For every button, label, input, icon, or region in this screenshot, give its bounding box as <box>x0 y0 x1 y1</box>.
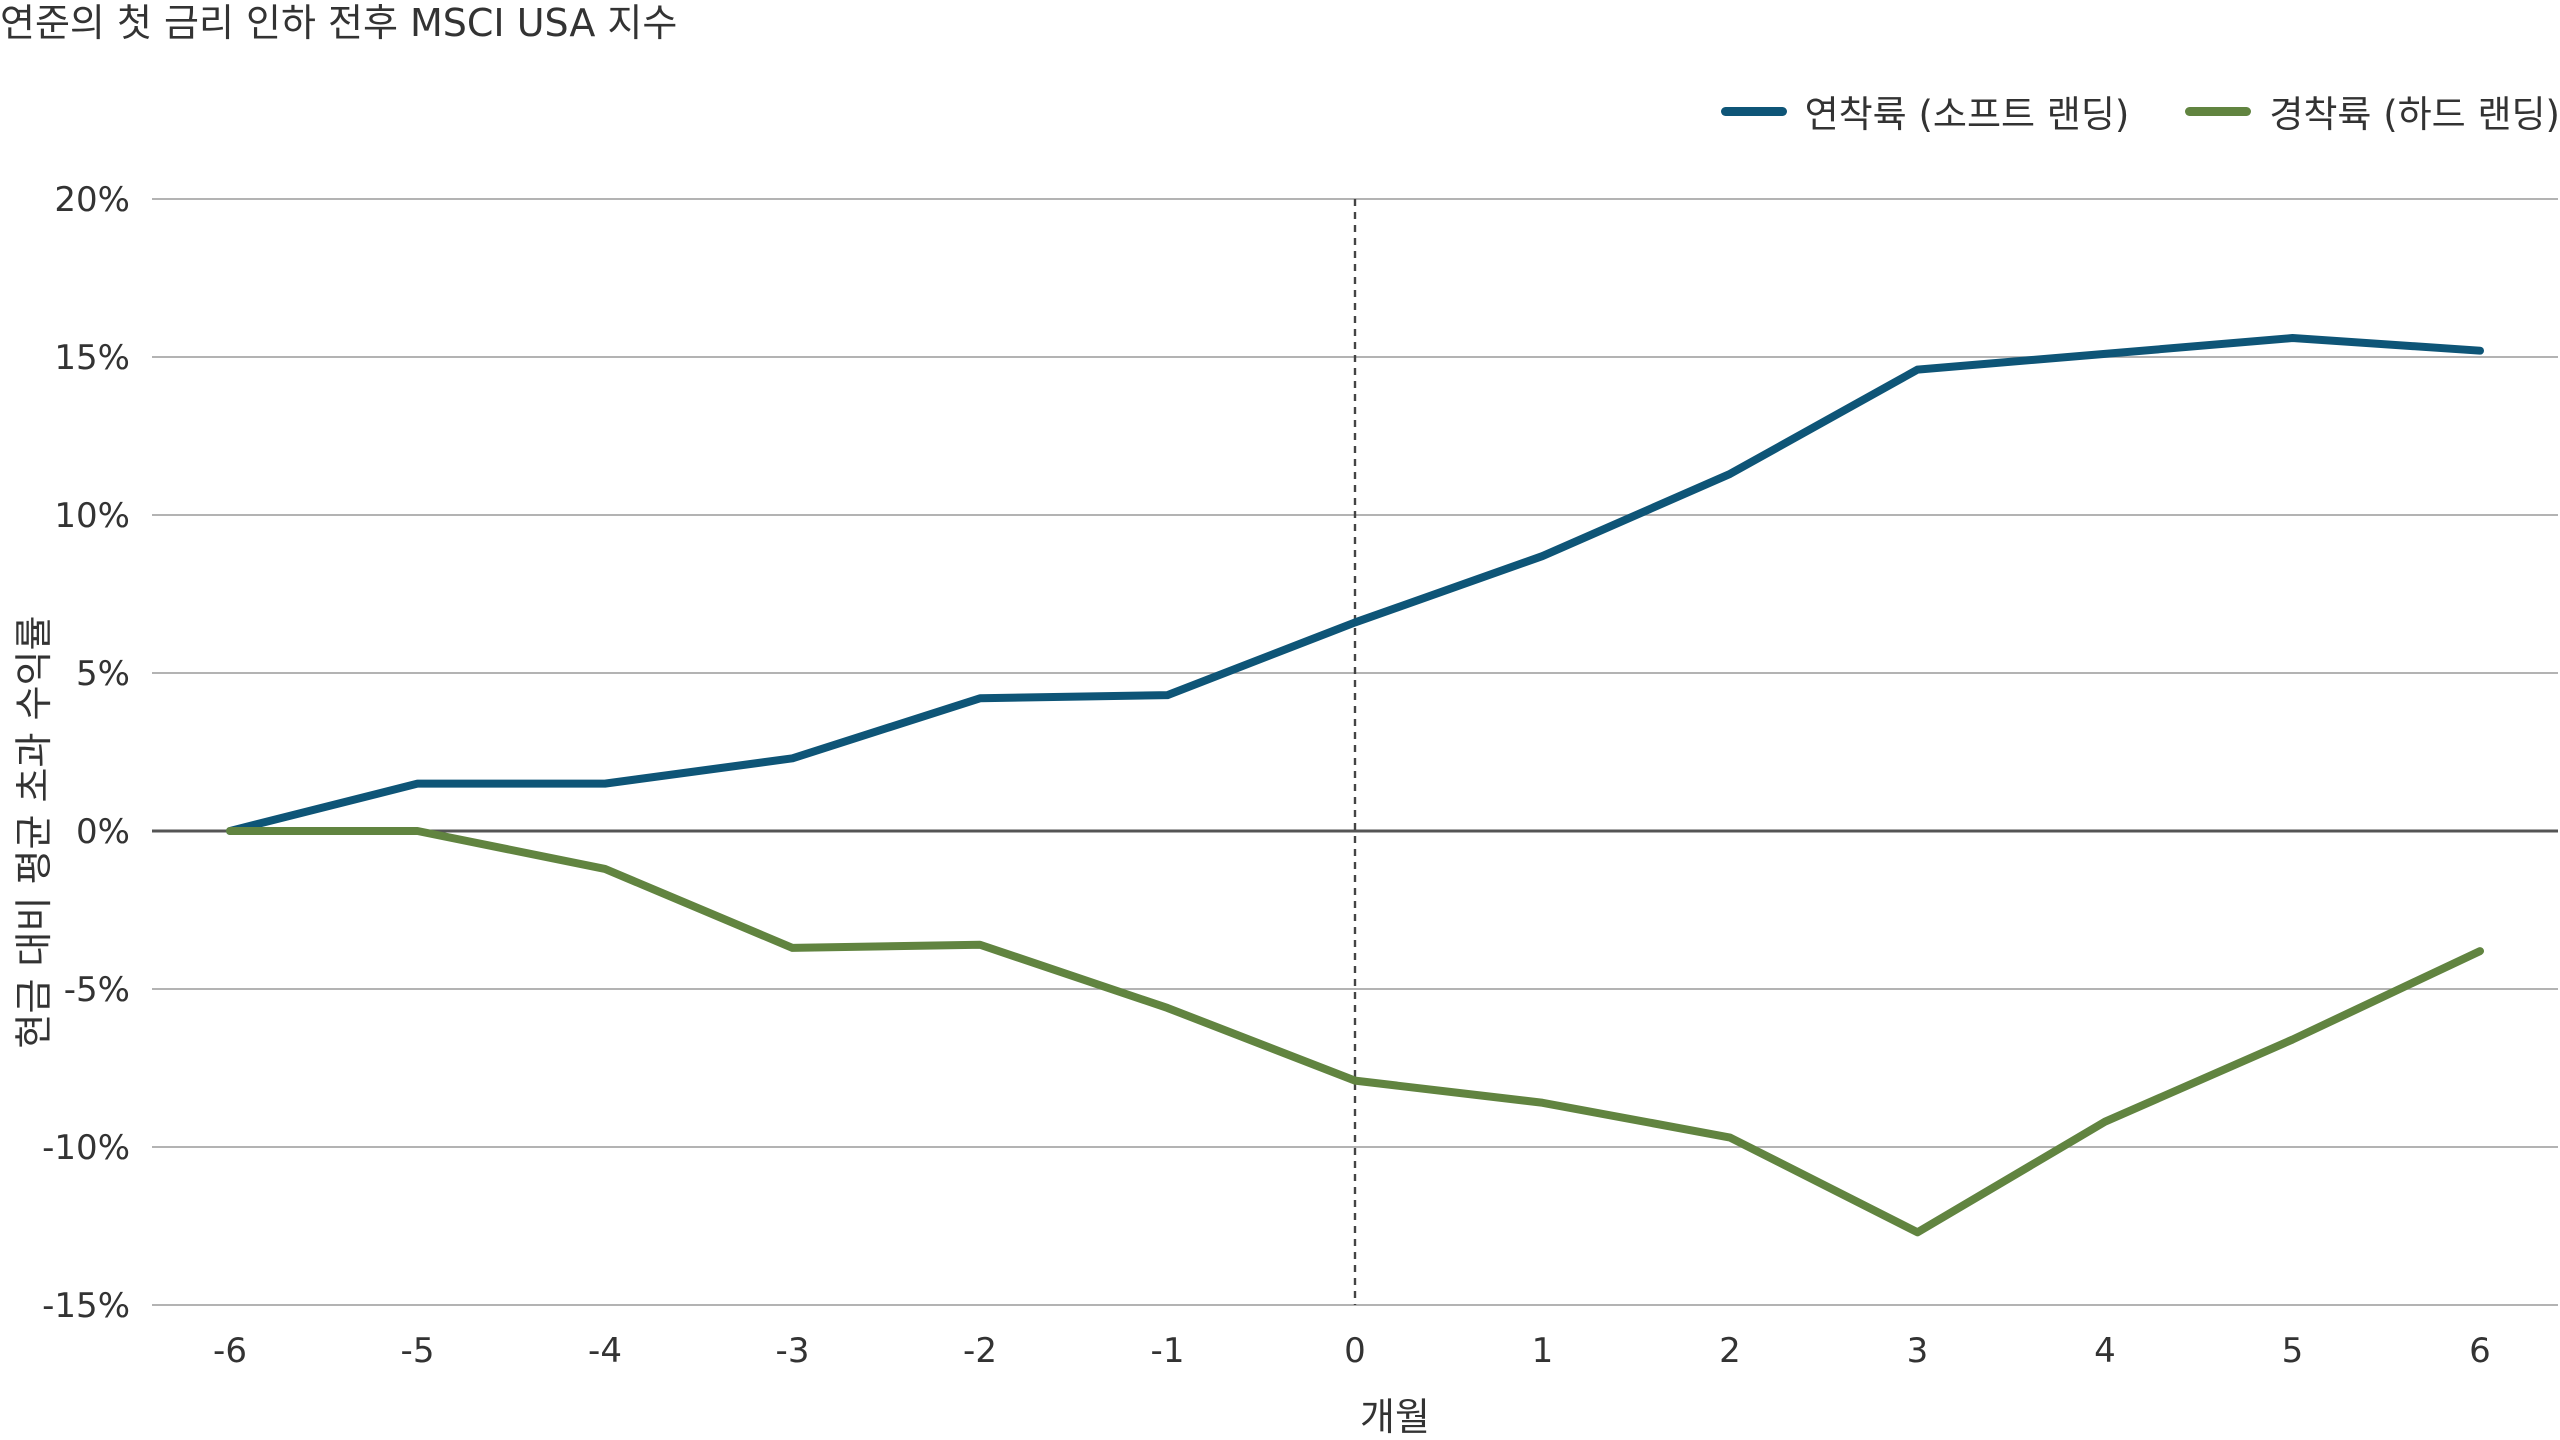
chart-title: 연준의 첫 금리 인하 전후 MSCI USA 지수 <box>0 1 678 45</box>
legend-swatch-soft-landing <box>1720 106 1787 116</box>
x-axis-title: 개월 <box>1360 1395 1430 1439</box>
series-line-soft-landing <box>226 334 2484 835</box>
x-tick-label: 2 <box>1719 1331 1741 1371</box>
y-tick-label: 10% <box>54 496 130 536</box>
x-tick-label: 1 <box>1532 1331 1554 1371</box>
x-axis-ticks: -6 -5 -4 -3 -2 -1 0 1 2 3 4 5 6 <box>213 1331 2491 1371</box>
series-line-hard-landing <box>226 827 2484 1237</box>
x-tick-label: 5 <box>2282 1331 2304 1371</box>
legend-swatch-hard-landing <box>2185 106 2252 116</box>
series-lines <box>226 334 2484 1237</box>
x-tick-label: -1 <box>1151 1331 1185 1371</box>
x-tick-label: -5 <box>401 1331 435 1371</box>
x-tick-label: -3 <box>776 1331 810 1371</box>
y-axis-title: 현금 대비 평균 초과 수익률 <box>12 616 56 1049</box>
y-tick-label: 15% <box>54 338 130 378</box>
x-tick-label: -2 <box>963 1331 997 1371</box>
x-tick-label: 3 <box>1907 1331 1929 1371</box>
x-tick-label: 0 <box>1344 1331 1366 1371</box>
x-tick-label: -6 <box>213 1331 247 1371</box>
y-tick-label: 0% <box>76 812 130 852</box>
y-tick-label: 5% <box>76 654 130 694</box>
x-tick-label: 4 <box>2094 1331 2116 1371</box>
legend-label-hard-landing: 경착륙 (하드 랜딩) <box>2269 93 2560 136</box>
legend-item-soft-landing: 연착륙 (소프트 랜딩) <box>1720 84 2130 138</box>
y-tick-label: -10% <box>42 1128 130 1168</box>
y-tick-label: -15% <box>42 1286 130 1326</box>
y-tick-label: -5% <box>64 970 130 1010</box>
x-tick-label: 6 <box>2469 1331 2491 1371</box>
y-tick-label: 20% <box>54 180 130 220</box>
legend-item-hard-landing: 경착륙 (하드 랜딩) <box>2185 84 2560 138</box>
x-tick-label: -4 <box>588 1331 622 1371</box>
legend-label-soft-landing: 연착륙 (소프트 랜딩) <box>1804 93 2130 136</box>
legend: 연착륙 (소프트 랜딩) 경착륙 (하드 랜딩) <box>1720 84 2560 138</box>
y-axis-ticks: 20% 15% 10% 5% 0% -5% -10% -15% <box>42 180 130 1326</box>
